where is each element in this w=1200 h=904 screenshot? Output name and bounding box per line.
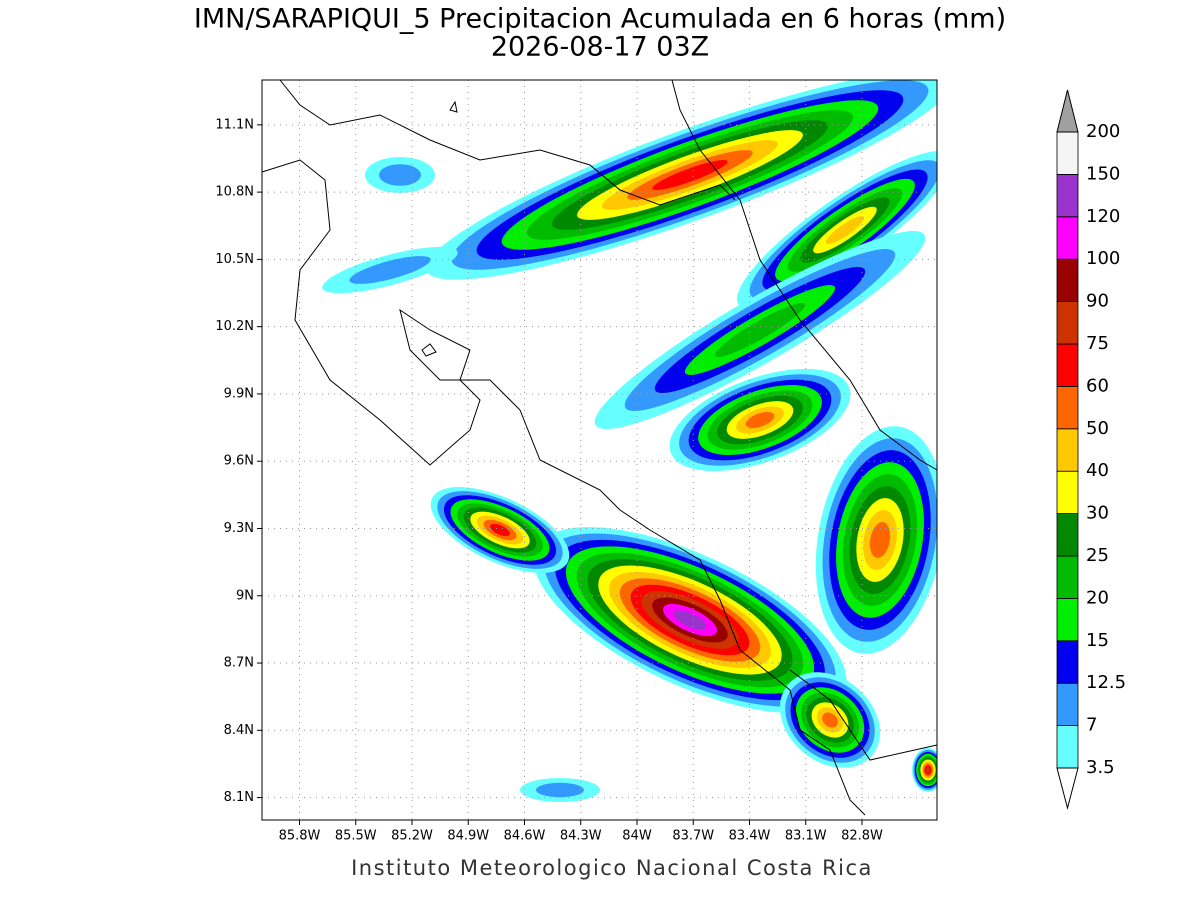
precip-contour: [714, 303, 806, 357]
colorbar-over: [1056, 89, 1079, 133]
y-tick-label: 8.4N: [224, 723, 254, 738]
colorbar-label: 15: [1086, 630, 1109, 651]
precip-contour: [490, 523, 510, 537]
x-tick-label: 85.8W: [279, 829, 321, 844]
colorbar-box: [1056, 640, 1079, 684]
subtitle: 2026-08-17 03Z: [491, 32, 709, 63]
colorbar-label: 25: [1086, 545, 1109, 566]
title: IMN/SARAPIQUI_5 Precipitacion Acumulada …: [194, 4, 1006, 35]
colorbar-box: [1056, 131, 1079, 175]
caribbean-coast: [671, 79, 938, 471]
colorbar-label: 20: [1086, 587, 1109, 608]
precipitation-field: [322, 80, 937, 802]
y-tick-label: 10.8N: [215, 185, 254, 200]
colorbar-box: [1056, 513, 1079, 557]
precip-contour: [652, 160, 728, 190]
precip-contour: [925, 767, 931, 773]
y-tick-label: 9.3N: [224, 521, 254, 536]
precip-contour: [822, 712, 838, 728]
colorbar-label: 200: [1086, 121, 1120, 142]
colorbar-box: [1056, 470, 1079, 515]
colorbar-box: [1056, 173, 1079, 218]
x-tick-label: 83.4W: [729, 829, 771, 844]
footer: Instituto Meteorologico Nacional Costa R…: [351, 856, 873, 880]
colorbar-label: 3.5: [1086, 757, 1115, 778]
colorbar-label: 12.5: [1086, 672, 1126, 693]
precip-contour: [379, 164, 421, 186]
field-layers: [322, 80, 937, 802]
colorbar-box: [1056, 385, 1079, 430]
axes: 85.8W 85.5W 85.2W 84.9W 84.6W 84.3W 84W 83.7W 83…: [215, 117, 883, 843]
y-tick-label: 10.5N: [215, 252, 254, 267]
colorbar-box: [1056, 725, 1079, 769]
y-tick-label: 9N: [236, 588, 254, 603]
x-tick-label: 82.8W: [841, 829, 883, 844]
x-tick-label: 83.1W: [785, 829, 827, 844]
nicaragua-border: [279, 79, 736, 206]
y-tick-label: 10.2N: [215, 319, 254, 334]
colorbar-box: [1056, 343, 1079, 387]
x-tick-label: 84.6W: [504, 829, 546, 844]
colorbar-label: 100: [1086, 248, 1120, 269]
colorbar-label: 150: [1086, 163, 1120, 184]
y-tick-label: 8.1N: [224, 790, 254, 805]
lake: [421, 343, 437, 357]
colorbar-box: [1056, 555, 1079, 599]
y-tick-label: 9.6N: [224, 454, 254, 469]
colorbar-label: 60: [1086, 375, 1109, 396]
colorbar-label: 75: [1086, 333, 1109, 354]
panama-border: [789, 669, 938, 761]
colorbar: 3.5 7 12.5 15 20 25 30 40 50 60 75 90 100 120 150 200: [1056, 89, 1126, 810]
pacific-coast: [261, 159, 866, 816]
precip-contour: [349, 256, 431, 284]
precip-contour: [536, 782, 584, 798]
colorbar-label: 30: [1086, 503, 1109, 524]
colorbar-label: 120: [1086, 206, 1120, 227]
precip-contour: [825, 216, 865, 244]
colorbar-label: 50: [1086, 418, 1109, 439]
x-tick-label: 84W: [622, 829, 652, 844]
x-tick-label: 84.3W: [560, 829, 602, 844]
colorbar-label: 90: [1086, 291, 1109, 312]
colorbar-box: [1056, 598, 1079, 642]
y-tick-label: 11.1N: [215, 117, 254, 132]
precip-contour: [869, 522, 891, 558]
colorbar-box: [1056, 301, 1079, 345]
colorbar-box: [1056, 682, 1079, 727]
colorbar-box: [1056, 216, 1079, 260]
colorbar-under: [1056, 767, 1079, 810]
precip-contour: [745, 411, 775, 429]
map-frame: [261, 79, 938, 821]
y-tick-label: 8.7N: [224, 656, 254, 671]
colorbar-label: 40: [1086, 460, 1109, 481]
x-tick-label: 85.2W: [391, 829, 433, 844]
x-tick-label: 85.5W: [335, 829, 377, 844]
x-tick-label: 83.7W: [672, 829, 714, 844]
colorbar-box: [1056, 258, 1079, 303]
colorbar-box: [1056, 428, 1079, 472]
y-tick-label: 9.9N: [224, 386, 254, 401]
coastlines: [261, 79, 938, 816]
island: [449, 100, 458, 113]
precip-contour: [673, 610, 707, 630]
colorbar-label: 7: [1086, 715, 1097, 736]
x-tick-label: 84.9W: [447, 829, 489, 844]
